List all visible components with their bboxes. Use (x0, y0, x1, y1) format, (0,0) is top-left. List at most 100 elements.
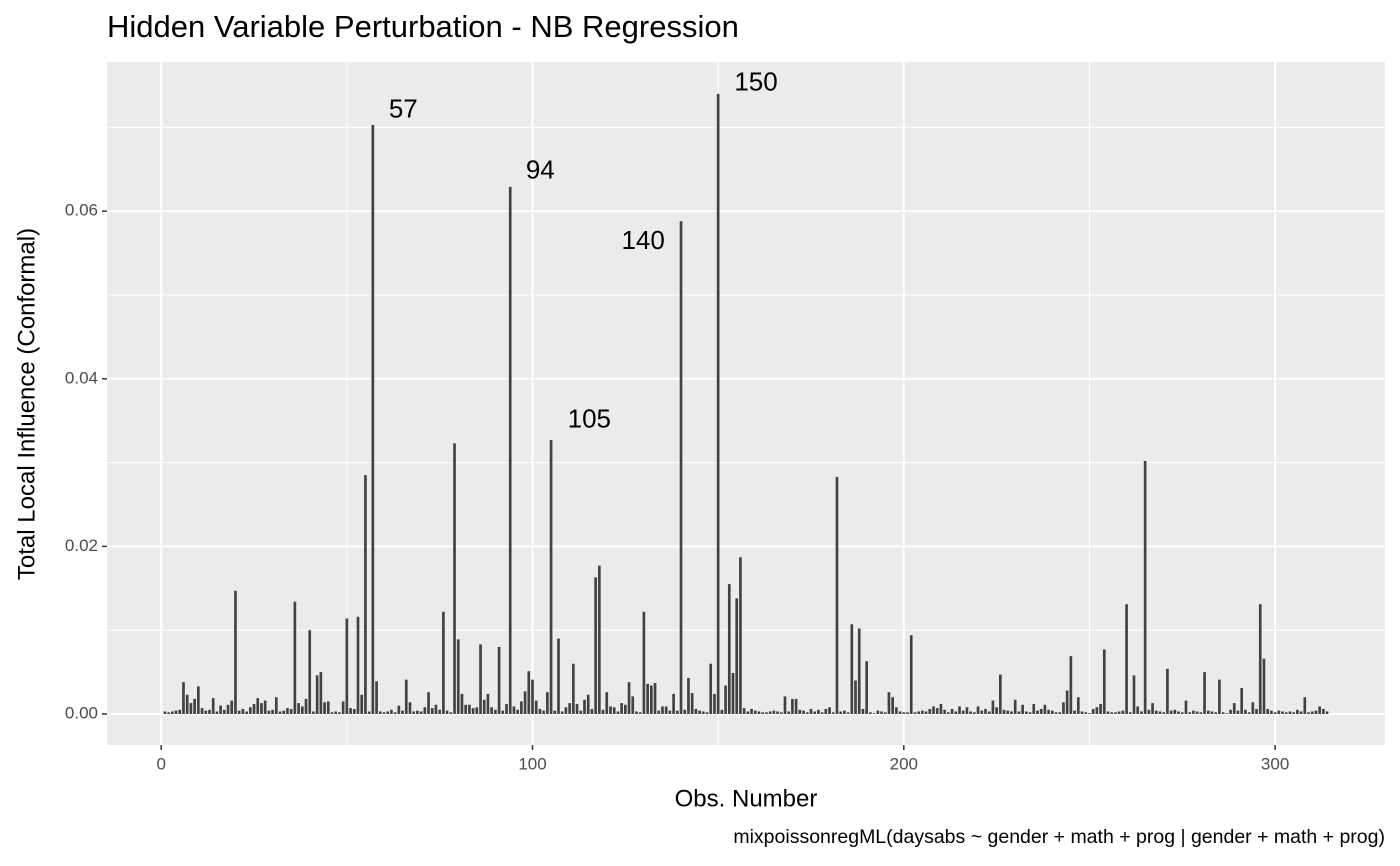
bar (167, 712, 170, 714)
bar (486, 693, 490, 714)
bar (490, 707, 493, 714)
x-tick-label: 0 (156, 754, 165, 773)
bar (1140, 711, 1143, 714)
bar (902, 712, 906, 714)
bar (891, 697, 894, 714)
bar (497, 646, 501, 714)
bar (1069, 656, 1073, 714)
bar (1062, 702, 1065, 714)
bar (482, 699, 486, 714)
bar (924, 711, 928, 714)
bar (661, 706, 664, 714)
bar (1169, 710, 1173, 714)
bar (178, 709, 182, 714)
bar (289, 708, 293, 714)
bar (193, 698, 196, 714)
bar (334, 711, 338, 714)
bar (427, 692, 430, 714)
bar (182, 682, 185, 714)
bar (605, 692, 609, 714)
bar (549, 439, 553, 714)
bar (1024, 711, 1028, 714)
bar (598, 565, 601, 714)
bar (1110, 712, 1114, 714)
bar (828, 707, 831, 714)
bar (464, 704, 468, 714)
bar (824, 708, 828, 714)
bar (352, 708, 356, 714)
bar (1147, 709, 1151, 714)
bar (638, 712, 642, 714)
bar (1206, 710, 1210, 714)
bar (171, 711, 174, 714)
bar (984, 708, 987, 714)
bar (271, 709, 274, 714)
bar (479, 644, 482, 714)
bar (802, 710, 805, 714)
bar (293, 601, 297, 714)
bar (672, 693, 675, 714)
bar (783, 696, 787, 714)
bar (980, 710, 984, 714)
bar (449, 712, 453, 714)
bar (1281, 711, 1284, 714)
bar (364, 475, 367, 714)
bar (1125, 604, 1128, 714)
bar (468, 704, 471, 714)
bar (1028, 712, 1032, 714)
bar (1296, 709, 1299, 714)
bar (534, 700, 538, 714)
bar (954, 711, 958, 714)
bar (609, 706, 612, 714)
bar (1091, 708, 1095, 714)
bar (943, 709, 946, 714)
bar (1006, 710, 1010, 714)
bar (234, 590, 237, 714)
x-tick-label: 200 (890, 754, 918, 773)
bar (319, 672, 323, 714)
bar (757, 711, 761, 714)
caption: mixpoissonregML(daysabs ~ gender + math … (733, 826, 1385, 848)
bar (453, 443, 456, 714)
bar (471, 708, 475, 714)
bar (679, 221, 683, 714)
bar (460, 693, 464, 714)
x-tick-label: 300 (1261, 754, 1289, 773)
bar (560, 711, 564, 714)
bar (542, 710, 545, 714)
y-tick-label: 0.00 (65, 703, 98, 722)
bar (642, 611, 646, 714)
bar (1013, 699, 1017, 714)
annotation: 57 (389, 93, 418, 123)
bar (895, 707, 898, 714)
bar (701, 711, 705, 714)
bar (390, 709, 393, 714)
bar (393, 712, 397, 714)
bar (1325, 711, 1329, 714)
bar (1080, 711, 1084, 714)
bar (1177, 711, 1180, 714)
bar (163, 711, 167, 714)
bar (590, 708, 594, 714)
bar (222, 709, 226, 714)
y-tick-label: 0.04 (65, 368, 98, 387)
bar (620, 703, 623, 714)
bar (831, 712, 835, 714)
bar (928, 708, 932, 714)
bar (1255, 708, 1258, 714)
bar (813, 711, 817, 714)
bar (1232, 703, 1236, 714)
bar (627, 682, 631, 714)
chart-title: Hidden Variable Perturbation - NB Regres… (107, 9, 739, 44)
bar (442, 611, 445, 714)
bar (248, 707, 252, 714)
bar (876, 710, 880, 714)
bar (401, 710, 404, 714)
bar (991, 700, 995, 714)
bar (843, 710, 846, 714)
bar (1192, 710, 1195, 714)
bar (1310, 711, 1314, 714)
bar (809, 708, 813, 714)
bar (211, 698, 215, 714)
